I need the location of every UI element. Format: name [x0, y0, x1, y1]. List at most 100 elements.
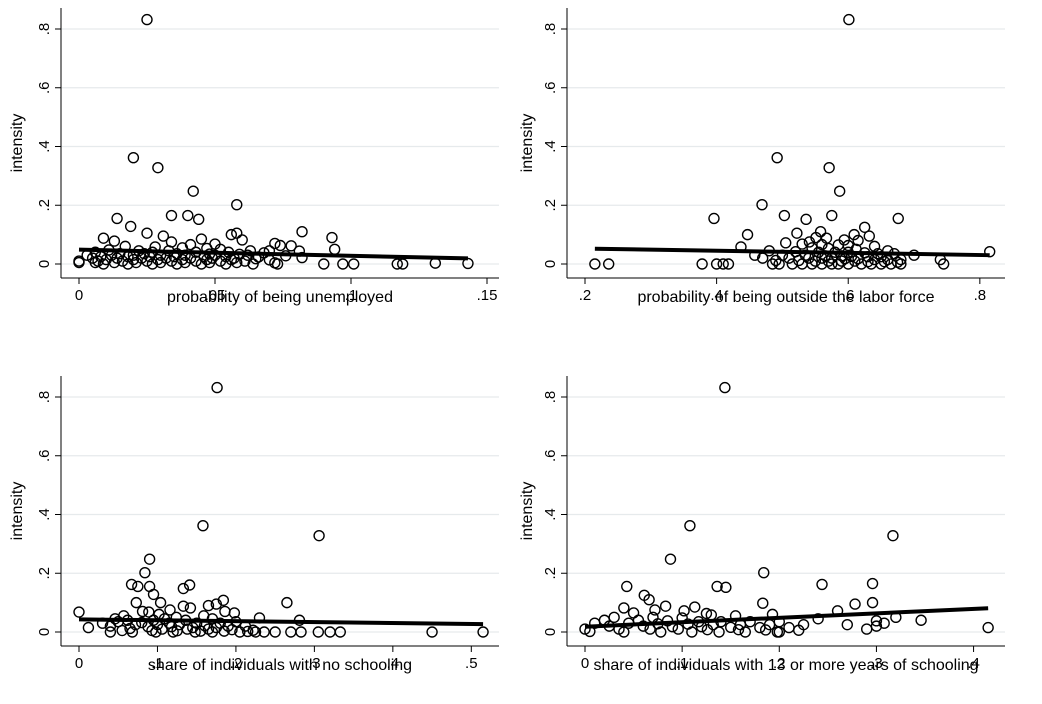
data-point [758, 566, 770, 579]
panel-3: 0 .2 .4 .6 .8 0 .1 .2 .3 .4 .5 share of individuals… [9, 376, 499, 674]
data-point [271, 258, 284, 270]
data-point [141, 13, 153, 26]
data-point [328, 243, 341, 256]
data-point [203, 256, 216, 269]
x-tick-label: .8 [974, 287, 987, 304]
x-tick-label: .6 [842, 287, 855, 304]
y-axis-title: intensity [519, 114, 536, 173]
data-point [312, 626, 325, 638]
data-point [895, 258, 907, 270]
data-point [296, 225, 308, 238]
x-tick-label: .4 [967, 655, 980, 672]
data-point [318, 258, 330, 270]
x-axis-title: share of individuals with 13 or more yea… [593, 657, 978, 674]
data-point [164, 604, 176, 616]
data-point [171, 258, 183, 270]
data-point [766, 258, 779, 270]
x-tick-label: .1 [676, 655, 689, 672]
y-tick-label: .8 [36, 391, 53, 404]
data-point [236, 234, 248, 246]
data-point [602, 258, 615, 270]
data-point [848, 228, 860, 241]
data-point [165, 209, 178, 222]
y-tick-label: 0 [36, 260, 53, 268]
data-point [89, 256, 102, 269]
y-tick-label: 0 [36, 628, 53, 636]
data-point [773, 626, 785, 638]
data-point [130, 596, 142, 609]
data-point [247, 258, 259, 270]
data-point [862, 255, 874, 268]
data-point [816, 252, 828, 264]
data-point [249, 626, 262, 638]
data-point [849, 598, 861, 610]
data-point [202, 599, 215, 612]
data-point [770, 254, 782, 267]
y-tick-label: .4 [542, 140, 559, 153]
data-point [195, 258, 208, 270]
data-point [97, 232, 110, 244]
data-point [754, 621, 766, 634]
y-axis-title: intensity [9, 114, 26, 173]
data-point [741, 228, 754, 241]
data-point [116, 255, 129, 267]
data-point [803, 236, 816, 248]
data-point [225, 228, 238, 241]
data-point [791, 227, 803, 239]
data-point [757, 597, 769, 609]
data-point [477, 626, 489, 638]
data-point [183, 579, 196, 591]
y-tick-label: .4 [542, 508, 559, 521]
data-point [426, 626, 438, 638]
y-tick-label: .4 [36, 140, 53, 153]
data-point [843, 13, 855, 26]
x-tick-label: .3 [308, 655, 321, 672]
data-point [130, 256, 142, 269]
data-point [684, 519, 696, 532]
data-point [823, 161, 835, 174]
data-point [108, 235, 121, 247]
x-tick-label: .2 [773, 655, 786, 672]
data-point [152, 161, 164, 174]
data-point [111, 212, 123, 225]
data-point [126, 626, 139, 638]
data-point [717, 258, 729, 270]
data-point [771, 151, 783, 164]
data-point [154, 596, 167, 609]
data-point [226, 623, 238, 636]
data-point [189, 626, 201, 638]
data-point [796, 238, 808, 250]
data-point [184, 602, 197, 614]
data-point [809, 255, 822, 267]
data-point [870, 615, 883, 627]
data-point [816, 238, 828, 251]
x-axis-title: probability of being unemployed [167, 289, 393, 306]
data-point [686, 626, 698, 638]
data-point [214, 255, 227, 267]
data-point [211, 381, 223, 394]
x-tick-label: .4 [710, 287, 723, 304]
x-axis-title: probability of being outside the labor f… [637, 289, 934, 306]
data-point [348, 258, 360, 270]
data-point [165, 255, 178, 267]
data-point [220, 258, 232, 270]
data-point [878, 255, 891, 268]
data-point [643, 593, 655, 606]
data-point [710, 258, 723, 270]
data-point [313, 529, 325, 542]
data-point [982, 621, 994, 634]
data-point [124, 220, 137, 233]
data-point [649, 604, 661, 616]
data-point [711, 580, 723, 593]
data-point [141, 227, 153, 239]
x-tick-label: .5 [465, 655, 478, 672]
data-point [780, 237, 792, 249]
data-point [247, 624, 259, 636]
data-point [219, 605, 231, 618]
data-point [892, 212, 904, 225]
y-tick-label: .8 [36, 23, 53, 36]
x-tick-label: .2 [579, 287, 592, 304]
data-point [664, 553, 677, 565]
data-point [852, 234, 864, 247]
